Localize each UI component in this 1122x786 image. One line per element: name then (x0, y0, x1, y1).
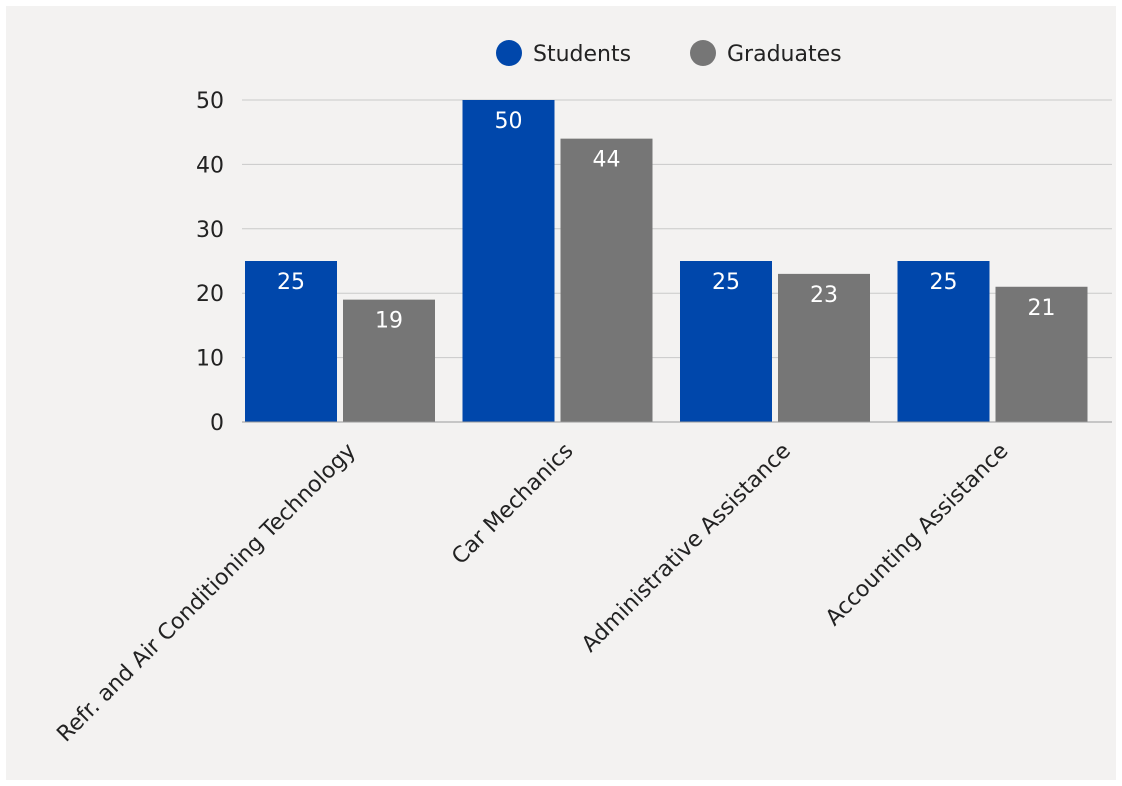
bar-graduates (560, 138, 653, 422)
bar-value-label: 23 (810, 283, 838, 308)
bar-students (897, 261, 990, 422)
y-tick-label: 40 (196, 153, 224, 178)
bar-graduates (343, 299, 435, 422)
bar-students (462, 100, 555, 422)
legend-label-graduates: Graduates (727, 42, 842, 67)
legend: Students Graduates (496, 40, 842, 67)
y-tick-label: 30 (196, 218, 224, 243)
bar-students (245, 261, 337, 422)
bar-students (680, 261, 772, 422)
y-tick-label: 50 (196, 89, 224, 114)
bar-value-label: 50 (495, 109, 523, 134)
x-tick-label: Administrative Assistance (577, 439, 796, 658)
legend-swatch-graduates (690, 40, 716, 66)
bar-graduates (995, 286, 1088, 422)
y-axis: 0 10 20 30 40 50 (196, 89, 224, 436)
y-tick-label: 20 (196, 282, 224, 307)
bar-value-label: 44 (593, 148, 621, 173)
x-tick-label: Accounting Assistance (821, 439, 1013, 631)
bar-value-label: 25 (277, 270, 305, 295)
x-tick-label: Car Mechanics (447, 439, 578, 570)
data-labels: 25 19 50 44 25 23 25 21 (277, 109, 1056, 334)
bar-graduates (778, 273, 870, 422)
x-axis: Refr. and Air Conditioning Technology Car… (52, 421, 1112, 748)
bar-value-label: 25 (712, 270, 740, 295)
bars (245, 100, 1088, 422)
bar-chart: 0 10 20 30 40 50 25 19 50 44 25 23 25 21 Refr. and A… (52, 40, 1112, 748)
bar-value-label: 21 (1028, 296, 1056, 321)
bar-value-label: 19 (375, 309, 403, 334)
legend-label-students: Students (533, 42, 631, 67)
x-tick-label: Refr. and Air Conditioning Technology (52, 439, 361, 748)
legend-swatch-students (496, 40, 522, 66)
chart-panel: 0 10 20 30 40 50 25 19 50 44 25 23 25 21 Refr. and A… (6, 6, 1116, 780)
bar-value-label: 25 (930, 270, 958, 295)
y-tick-label: 10 (196, 347, 224, 372)
y-tick-label: 0 (210, 411, 224, 436)
